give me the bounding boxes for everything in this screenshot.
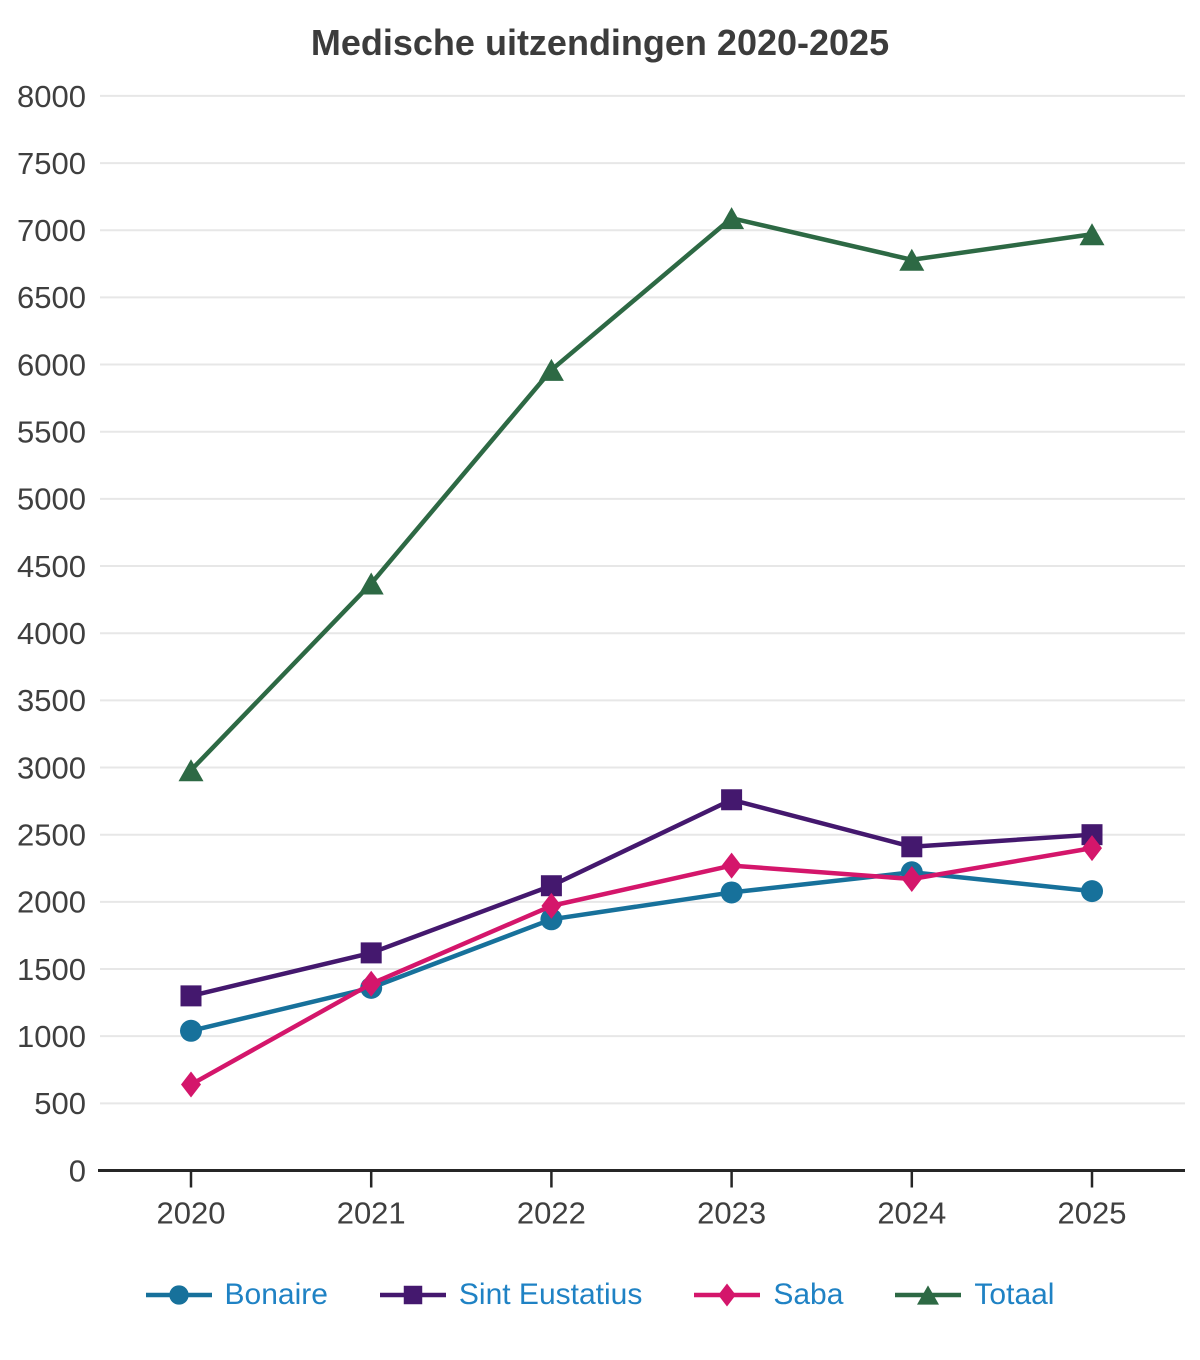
y-axis-label: 6000 — [17, 347, 86, 382]
data-point-saba-2024 — [901, 866, 922, 893]
legend-item-bonaire[interactable]: Bonaire — [145, 1278, 328, 1311]
x-axis-label: 2024 — [877, 1196, 946, 1231]
data-point-totaal-2025 — [1079, 223, 1105, 246]
legend-square-marker-icon — [379, 1285, 446, 1305]
legend-label-bonaire: Bonaire — [224, 1278, 328, 1311]
data-point-sint-eustatius-2024 — [901, 836, 923, 858]
data-point-sint-eustatius-2025 — [1081, 824, 1103, 846]
legend-circle-marker-icon — [145, 1285, 212, 1305]
y-axis-label: 500 — [34, 1086, 86, 1121]
y-axis-label: 5500 — [17, 415, 86, 450]
data-point-saba-2025 — [1082, 835, 1102, 862]
legend-label-saba: Saba — [773, 1278, 844, 1311]
data-point-sint-eustatius-2023 — [721, 789, 743, 811]
legend-marker — [718, 1283, 737, 1307]
data-point-totaal-2024 — [899, 248, 925, 271]
line-chart: 0 500 1000 1500 2000 2500 3000 3500 4000 4500 5000… — [17, 79, 1185, 1231]
y-axis-label: 1500 — [17, 952, 86, 987]
data-point-totaal-2023 — [719, 207, 745, 230]
series-line-sint-eustatius — [190, 797, 1093, 999]
data-point-saba-2021 — [361, 970, 382, 997]
chart-title: Medische uitzendingen 2020-2025 — [310, 22, 890, 63]
y-axis-label: 6500 — [17, 280, 86, 315]
data-point-saba-2023 — [721, 852, 742, 879]
data-point-bonaire-2020 — [180, 1019, 202, 1042]
y-axis-label: 3000 — [17, 750, 86, 785]
legend-item-sint-eustatius[interactable]: Sint Eustatius — [379, 1278, 643, 1311]
data-point-bonaire-2022 — [540, 908, 563, 931]
x-axis-label: 2025 — [1058, 1196, 1127, 1231]
legend-marker — [168, 1285, 189, 1305]
y-axis-label: 7000 — [17, 213, 86, 248]
y-axis-label: 8000 — [17, 79, 86, 114]
data-point-totaal-2022 — [538, 358, 564, 381]
legend-marker — [403, 1285, 423, 1305]
legend-label-totaal: Totaal — [974, 1278, 1055, 1311]
y-axis-label: 2000 — [17, 885, 86, 920]
series-line-totaal — [189, 215, 1093, 772]
y-axis-label: 0 — [69, 1153, 86, 1188]
data-point-totaal-2020 — [178, 759, 204, 782]
data-point-sint-eustatius-2020 — [180, 985, 202, 1007]
data-point-bonaire-2023 — [720, 881, 743, 904]
x-axis-label: 2021 — [337, 1196, 406, 1231]
data-point-saba-2022 — [541, 892, 562, 919]
chart-legend: Bonaire Sint Eustatius Saba Totaal — [0, 1280, 1200, 1310]
y-axis-label: 4000 — [17, 616, 86, 651]
legend-triangle-marker-icon — [895, 1285, 962, 1305]
legend-item-totaal[interactable]: Totaal — [895, 1280, 1054, 1310]
legend-diamond-marker-icon — [694, 1283, 761, 1307]
data-point-bonaire-2025 — [1081, 880, 1103, 903]
y-axis-label: 1000 — [17, 1019, 86, 1054]
y-axis-label: 7500 — [17, 146, 86, 181]
legend-label-sint-eustatius: Sint Eustatius — [458, 1278, 643, 1311]
series-line-saba — [189, 845, 1093, 1087]
legend-item-saba[interactable]: Saba — [694, 1280, 843, 1310]
x-axis-label: 2022 — [517, 1196, 586, 1231]
data-point-sint-eustatius-2021 — [360, 942, 382, 964]
x-axis-label: 2023 — [697, 1196, 766, 1231]
y-axis-label: 3500 — [17, 683, 86, 718]
y-axis-label: 5000 — [17, 482, 86, 517]
data-point-saba-2020 — [181, 1071, 201, 1098]
data-point-totaal-2021 — [358, 572, 384, 595]
x-axis-label: 2020 — [157, 1196, 226, 1231]
y-axis-label: 4500 — [17, 549, 86, 584]
data-point-sint-eustatius-2022 — [540, 875, 562, 897]
legend-marker — [917, 1285, 940, 1305]
y-axis-label: 2500 — [17, 818, 86, 853]
